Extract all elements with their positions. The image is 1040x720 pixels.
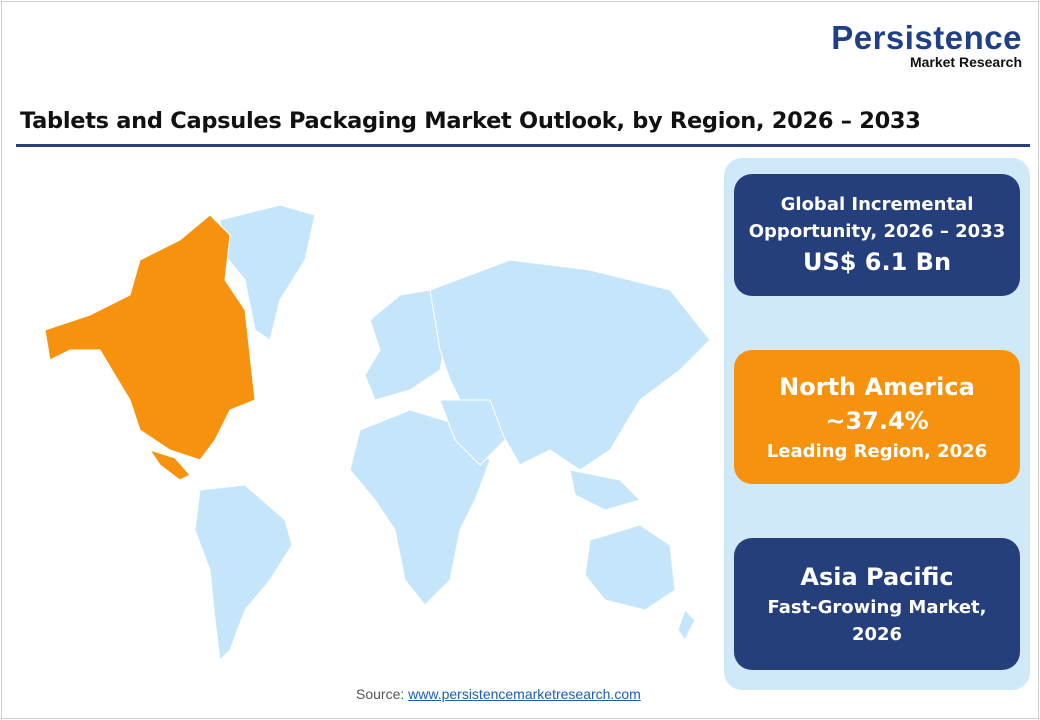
page-title: Tablets and Capsules Packaging Market Ou… bbox=[20, 108, 921, 134]
world-map bbox=[44, 204, 711, 662]
source-link[interactable]: www.persistencemarketresearch.com bbox=[408, 686, 641, 702]
card-line: Fast-Growing Market, bbox=[767, 597, 987, 618]
source-note: Source: www.persistencemarketresearch.co… bbox=[356, 686, 641, 702]
new-zealand bbox=[677, 609, 696, 641]
card-line: 2026 bbox=[851, 624, 903, 645]
card-region: Asia Pacific bbox=[800, 563, 954, 591]
card-region: North America bbox=[779, 372, 975, 401]
south-america bbox=[194, 484, 293, 662]
north-america-highlight bbox=[44, 214, 256, 481]
card-line: Global Incremental bbox=[780, 194, 974, 215]
logo-sub: Market Research bbox=[909, 54, 1022, 70]
middle-east bbox=[439, 399, 506, 466]
logo-main: Persistence bbox=[831, 19, 1022, 56]
europe bbox=[364, 289, 451, 401]
card-leading-region: North America ~37.4% Leading Region, 202… bbox=[734, 350, 1020, 484]
card-line: Leading Region, 2026 bbox=[766, 440, 988, 462]
title-divider bbox=[16, 144, 1030, 147]
logo: Persistence Market Research bbox=[831, 19, 1022, 70]
southeast-asia bbox=[569, 469, 641, 511]
source-label: Source: bbox=[356, 686, 405, 702]
card-value: US$ 6.1 Bn bbox=[802, 248, 952, 276]
card-value: ~37.4% bbox=[825, 406, 929, 435]
greenland bbox=[219, 204, 316, 341]
australia bbox=[584, 524, 676, 611]
card-fast-growing: Asia Pacific Fast-Growing Market, 2026 bbox=[734, 538, 1020, 670]
card-global-opportunity: Global Incremental Opportunity, 2026 – 2… bbox=[734, 174, 1020, 296]
card-line: Opportunity, 2026 – 2033 bbox=[748, 221, 1006, 242]
